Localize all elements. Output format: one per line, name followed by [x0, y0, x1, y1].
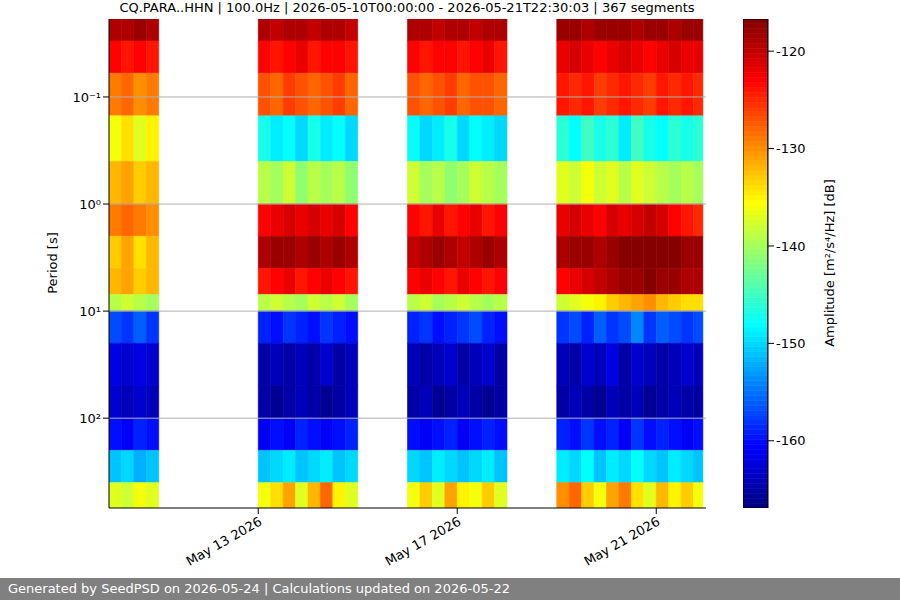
- svg-text:May 17 2026: May 17 2026: [382, 514, 463, 569]
- svg-text:10⁻¹: 10⁻¹: [72, 90, 101, 105]
- svg-text:-150: -150: [776, 336, 806, 351]
- svg-text:Amplitude [m²/s⁴/Hz] [dB]: Amplitude [m²/s⁴/Hz] [dB]: [822, 179, 837, 347]
- svg-text:CQ.PARA..HHN | 100.0Hz | 2026-: CQ.PARA..HHN | 100.0Hz | 2026-05-10T00:0…: [119, 0, 694, 15]
- svg-text:Period [s]: Period [s]: [45, 232, 60, 294]
- svg-text:-130: -130: [776, 141, 806, 156]
- svg-text:-160: -160: [776, 433, 806, 448]
- html-text:Generated by SeedPSD on 2026-0: Generated by SeedPSD on 2026-05-24 | Cal…: [8, 581, 510, 596]
- svg-text:10⁰: 10⁰: [79, 197, 101, 212]
- svg-text:10²: 10²: [79, 411, 101, 426]
- svg-text:-120: -120: [776, 44, 806, 59]
- svg-text:May 13 2026: May 13 2026: [183, 514, 264, 569]
- svg-text:10¹: 10¹: [79, 304, 101, 319]
- svg-text:-140: -140: [776, 239, 806, 254]
- svg-text:May 21 2026: May 21 2026: [581, 514, 662, 569]
